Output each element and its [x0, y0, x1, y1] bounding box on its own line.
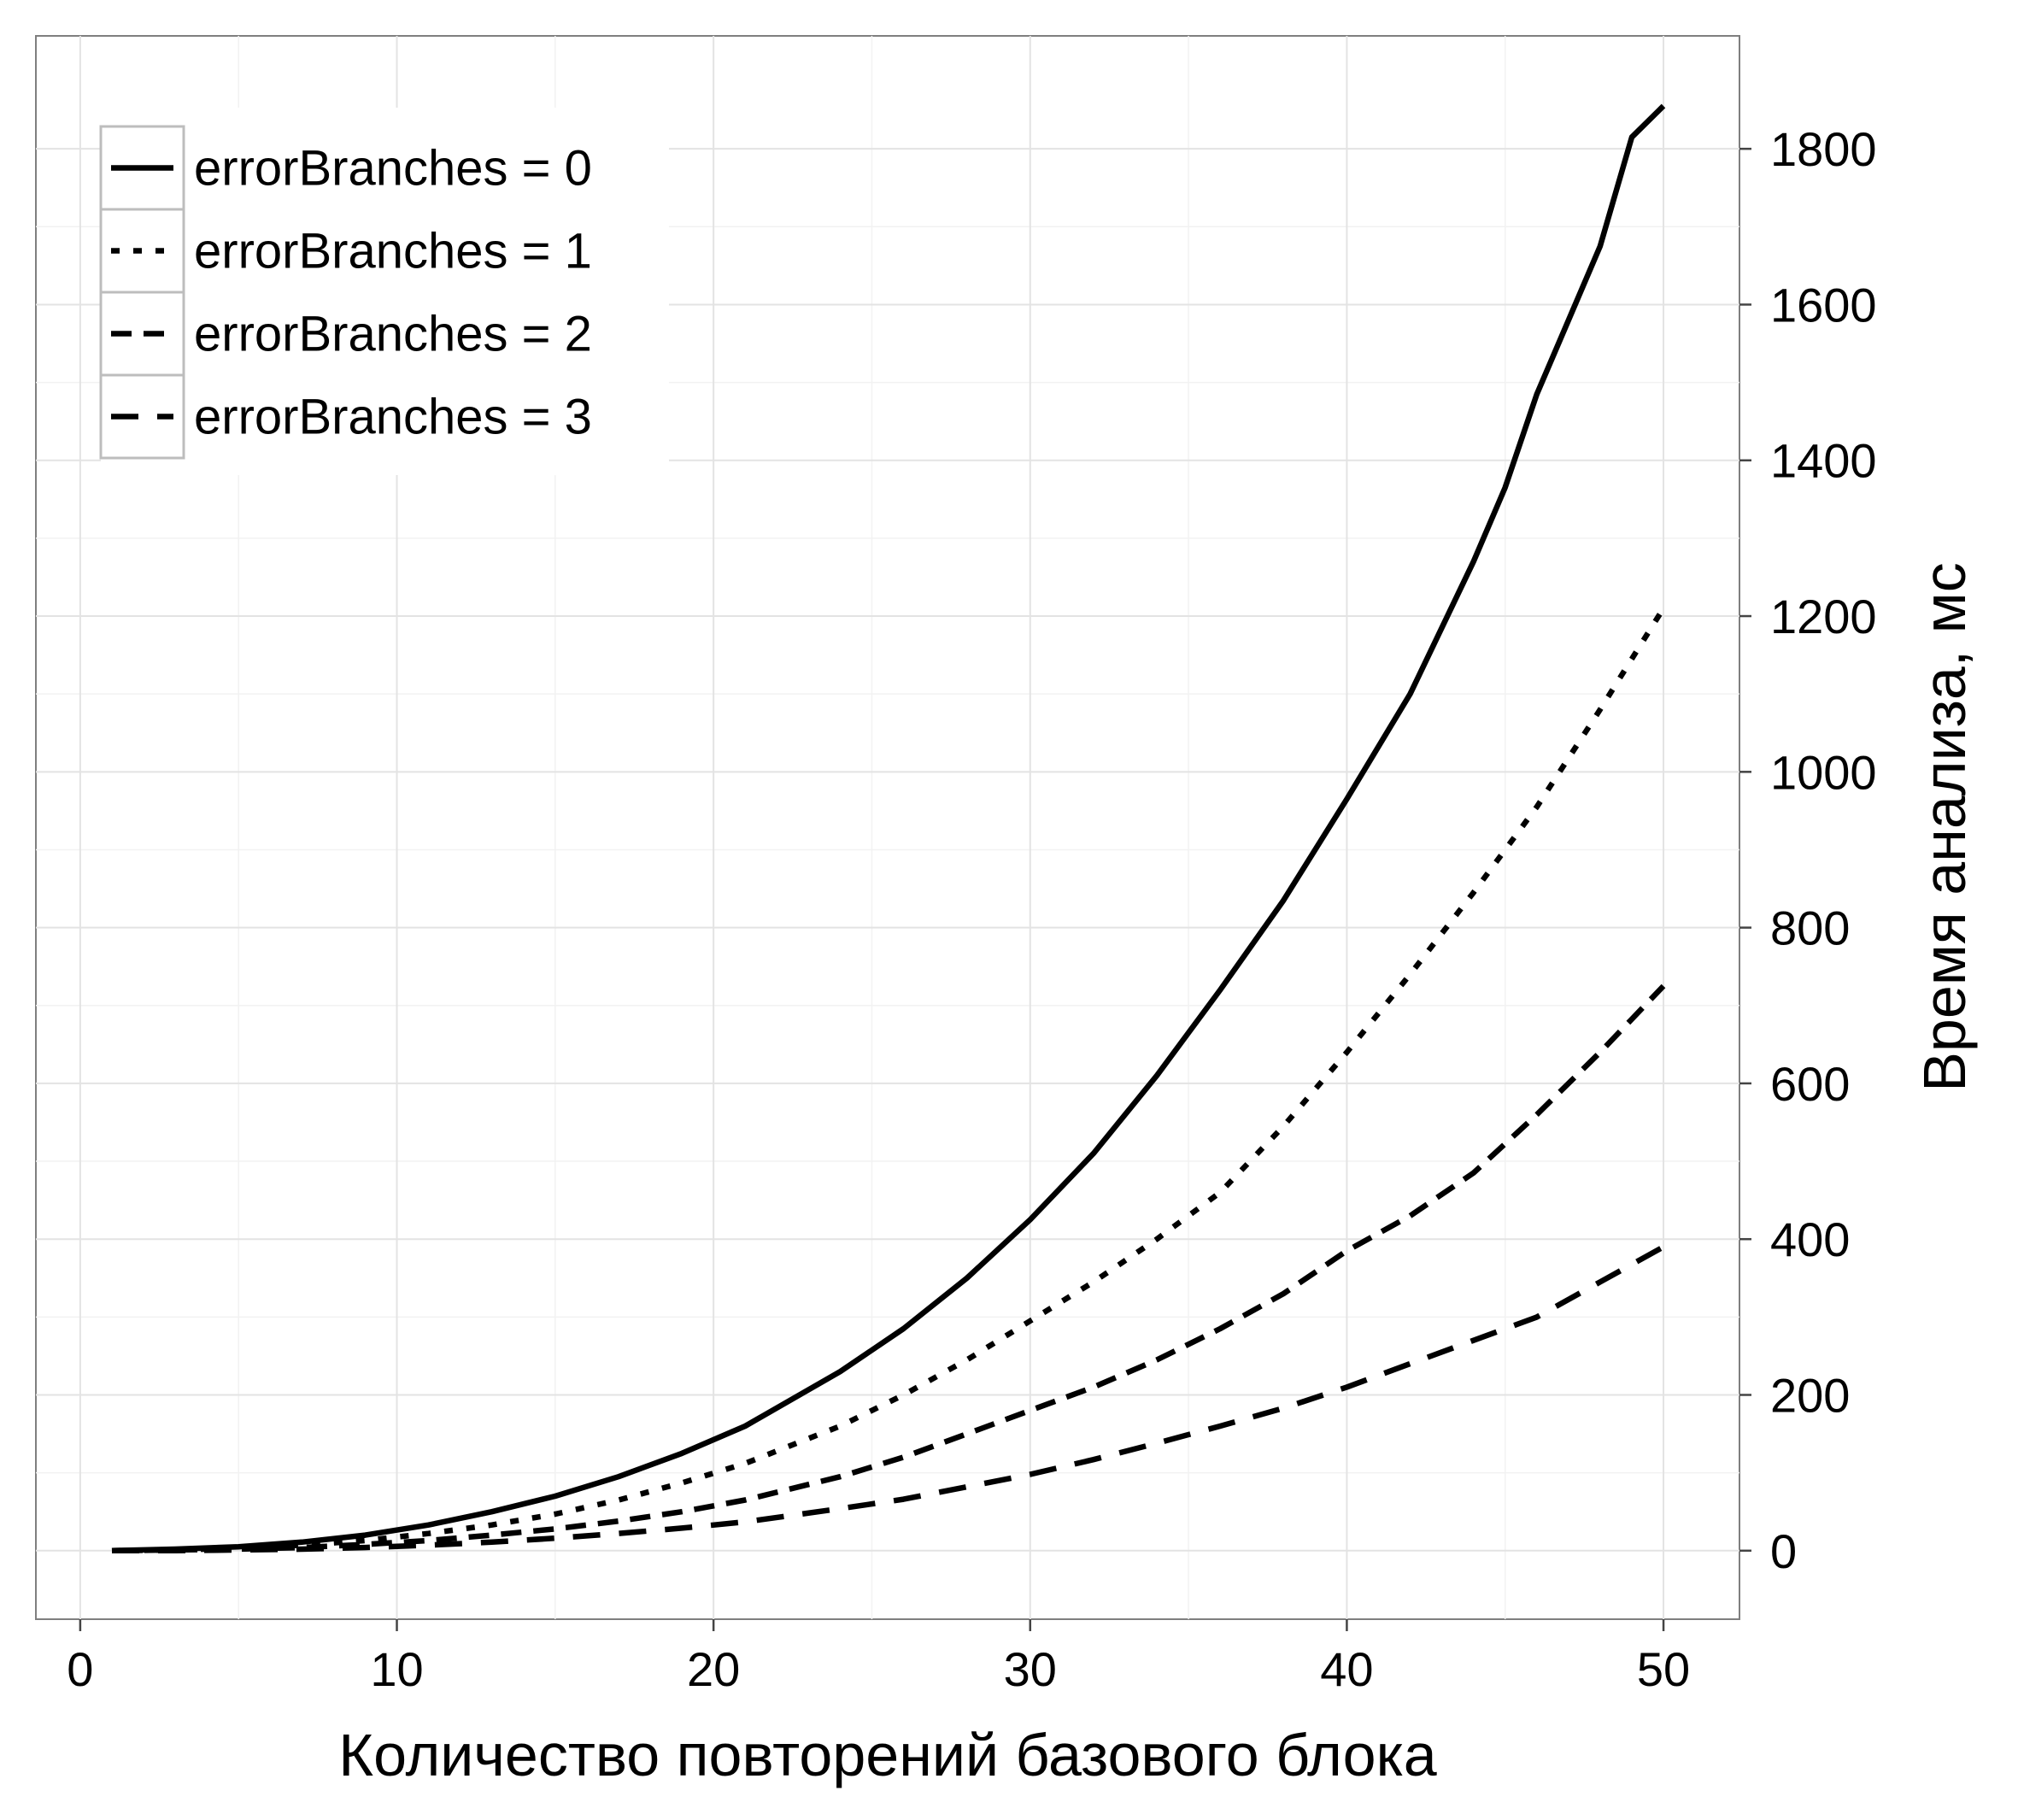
x-tick-label: 50: [1637, 1642, 1690, 1696]
y-tick-label: 1400: [1770, 434, 1877, 488]
y-tick-label: 1200: [1770, 590, 1877, 643]
x-axis-title: Количество повторений базового блока: [338, 1722, 1436, 1788]
y-tick-label: 600: [1770, 1057, 1850, 1111]
y-tick-label: 400: [1770, 1212, 1850, 1266]
y-tick-label: 1800: [1770, 122, 1877, 176]
legend-background: [101, 108, 669, 475]
x-tick-label: 40: [1320, 1642, 1373, 1696]
y-tick-label: 800: [1770, 901, 1850, 955]
legend-label-1: errorBranches = 1: [194, 224, 592, 279]
y-tick-label: 0: [1770, 1524, 1797, 1578]
legend-label-3: errorBranches = 3: [194, 390, 592, 445]
series-lines: [111, 103, 1666, 1554]
x-axis: 0 10 20 30 40 50: [67, 1619, 1690, 1696]
legend: errorBranches = 0 errorBranches = 1 errorB…: [99, 108, 669, 475]
y-tick-label: 1600: [1770, 278, 1877, 332]
x-tick-label: 0: [67, 1642, 93, 1696]
y-axis-title: Время анализа, мс: [1911, 562, 1978, 1092]
series-line-0: [111, 103, 1666, 1554]
legend-items: errorBranches = 0 errorBranches = 1 errorB…: [99, 125, 592, 460]
y-tick-label: 1000: [1770, 745, 1877, 799]
legend-label-2: errorBranches = 2: [194, 307, 592, 362]
series-line-3: [112, 1244, 1665, 1554]
x-tick-label: 20: [687, 1642, 740, 1696]
x-tick-label: 30: [1004, 1642, 1057, 1696]
y-axis: 0 200 400 600 800 1000 1200 1400 1600 1800: [1739, 122, 1877, 1578]
y-tick-label: 200: [1770, 1368, 1850, 1422]
x-tick-label: 10: [370, 1642, 423, 1696]
legend-label-0: errorBranches = 0: [194, 141, 592, 197]
